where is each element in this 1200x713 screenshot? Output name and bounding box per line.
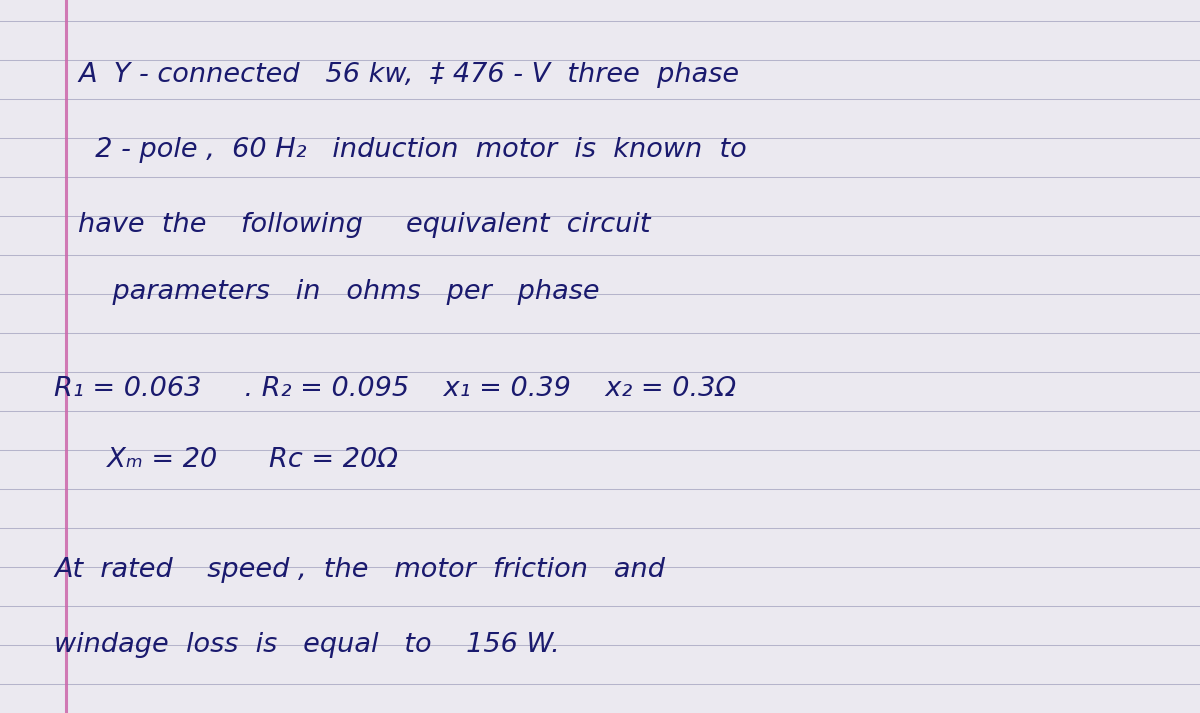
Text: R₁ = 0.063     . R₂ = 0.095    x₁ = 0.39    x₂ = 0.3Ω: R₁ = 0.063 . R₂ = 0.095 x₁ = 0.39 x₂ = 0… bbox=[54, 376, 736, 401]
Text: A  Y - connected   56 kw,  ‡ 476 - V  three  phase: A Y - connected 56 kw, ‡ 476 - V three p… bbox=[78, 62, 739, 88]
Text: parameters   in   ohms   per   phase: parameters in ohms per phase bbox=[78, 279, 600, 305]
Text: Xₘ = 20      Rᴄ = 20Ω: Xₘ = 20 Rᴄ = 20Ω bbox=[90, 447, 398, 473]
Text: 2 - pole ,  60 H₂   induction  motor  is  known  to: 2 - pole , 60 H₂ induction motor is know… bbox=[78, 137, 746, 163]
Text: windage  loss  is   equal   to    156 W.: windage loss is equal to 156 W. bbox=[54, 632, 559, 658]
Text: have  the    following     equivalent  circuit: have the following equivalent circuit bbox=[78, 212, 650, 237]
Text: At  rated    speed ,  the   motor  friction   and: At rated speed , the motor friction and bbox=[54, 558, 665, 583]
